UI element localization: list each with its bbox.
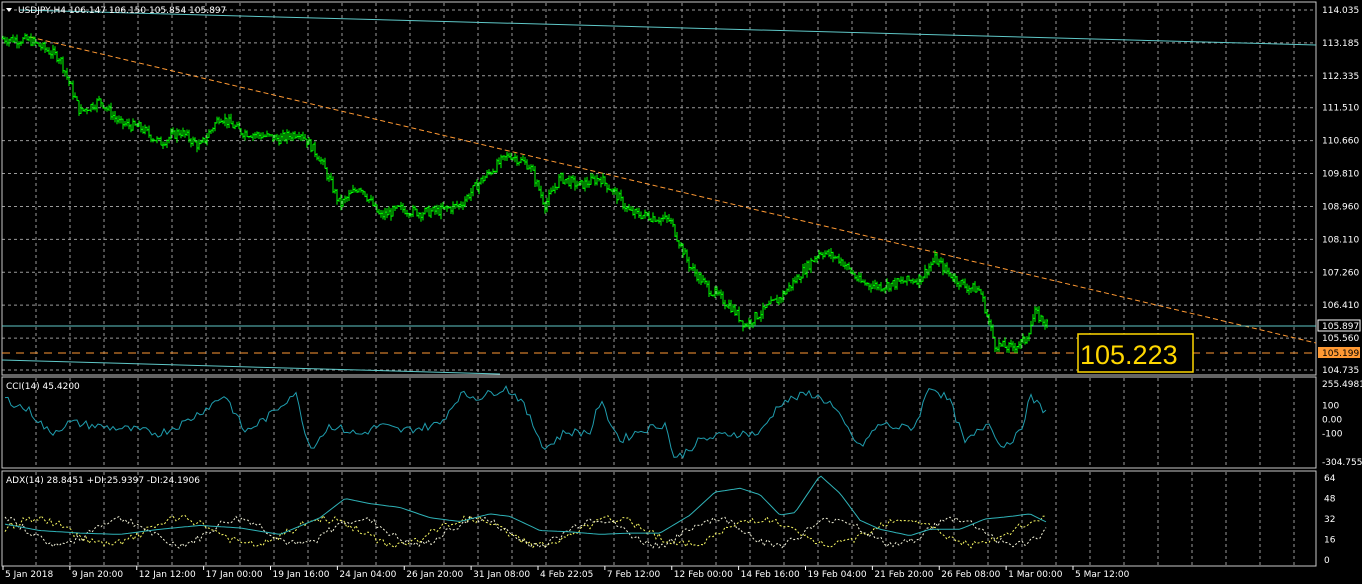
time-label: 17 Jan 00:00: [206, 570, 263, 580]
cci-tick-label: -304.755: [1322, 458, 1362, 468]
cci-series: [4, 385, 1047, 459]
price-tick-label: 108.110: [1322, 235, 1359, 245]
price-tick-label: 105.560: [1322, 334, 1359, 344]
price-tick-label: 110.660: [1322, 137, 1359, 147]
symbol-header: USDJPY,H4 106.147 106.150 105.854 105.89…: [18, 6, 226, 16]
price-tick-label: 107.260: [1322, 268, 1359, 278]
adx-lines: [4, 475, 1047, 549]
current-price-label: 105.897: [1322, 322, 1359, 332]
cci-axis: 255.4981 100 0.00 -100 -304.755: [1322, 380, 1362, 468]
cci-tick-label: 0.00: [1322, 416, 1342, 426]
triangle-down-icon[interactable]: [6, 8, 12, 12]
cci-title: CCI(14) 45.4200: [6, 382, 80, 392]
cci-line: [4, 385, 1047, 459]
price-panel-border: [1, 1, 1317, 376]
adx-axis: 64 48 32 16 0: [1324, 474, 1336, 566]
time-label: 12 Feb 00:00: [674, 570, 733, 580]
time-label: 4 Feb 22:05: [540, 570, 593, 580]
time-label: 19 Feb 04:00: [808, 570, 867, 580]
current-price-box: [1317, 319, 1361, 332]
grid: [2, 3, 1316, 565]
price-candles: [2, 33, 1048, 354]
adx-tick-label: 0: [1324, 556, 1330, 566]
cci-tick-label: -100: [1322, 429, 1343, 439]
time-label: 14 Feb 16:00: [741, 570, 800, 580]
adx-panel-border: [1, 470, 1317, 567]
level-price-label: 105.199: [1322, 349, 1359, 359]
price-callout: 105.223: [1080, 340, 1178, 370]
price-tick-label: 111.510: [1322, 104, 1359, 114]
cci-panel-border: [1, 376, 1317, 469]
time-label: 5 Mar 12:00: [1075, 570, 1130, 580]
time-label: 24 Jan 04:00: [339, 570, 396, 580]
level-price-box: [1318, 347, 1360, 358]
adx-tick-label: 48: [1324, 495, 1336, 505]
cci-tick-label: 255.4981: [1322, 380, 1362, 390]
adx-title: ADX(14) 28.8451 +DI:25.9397 -DI:24.1906: [6, 476, 200, 486]
price-callout-box: [1077, 333, 1194, 373]
price-tick-label: 114.035: [1322, 6, 1359, 16]
adx-tick-label: 16: [1324, 536, 1336, 546]
time-axis: 5 Jan 2018 9 Jan 20:00 12 Jan 12:00 17 Jan …: [2, 566, 1130, 580]
cci-tick-label: 100: [1322, 402, 1339, 412]
price-tick-label: 108.960: [1322, 202, 1359, 212]
di-minus-series: [4, 515, 1047, 549]
time-label: 26 Feb 08:00: [941, 570, 1000, 580]
time-label: 19 Jan 16:00: [273, 570, 330, 580]
price-tick-label: 106.410: [1322, 301, 1359, 311]
price-tick-label: 113.185: [1322, 39, 1359, 49]
time-label: 9 Jan 20:00: [72, 570, 124, 580]
adx-tick-label: 32: [1324, 515, 1335, 525]
time-label: 5 Jan 2018: [5, 570, 53, 580]
time-label: 26 Jan 20:00: [406, 570, 463, 580]
price-tick-label: 109.810: [1322, 170, 1359, 180]
price-tick-label: 104.735: [1322, 366, 1359, 376]
adx-tick-label: 64: [1324, 474, 1336, 484]
time-label: 7 Feb 12:00: [607, 570, 661, 580]
adx-series: [4, 475, 1047, 536]
time-label: 12 Jan 12:00: [139, 570, 196, 580]
time-label: 1 Mar 00:00: [1008, 570, 1063, 580]
di-plus-series: [4, 514, 1047, 549]
trend-line: [29, 36, 1317, 344]
price-tick-label: 112.335: [1322, 72, 1359, 82]
lower-channel-line: [1, 359, 501, 375]
time-label: 31 Jan 08:00: [473, 570, 530, 580]
time-label: 21 Feb 20:00: [874, 570, 933, 580]
price-axis: 114.035 113.185 112.335 111.510 110.660 109.8…: [1322, 6, 1359, 376]
upper-resistance-line: [19, 9, 1317, 46]
